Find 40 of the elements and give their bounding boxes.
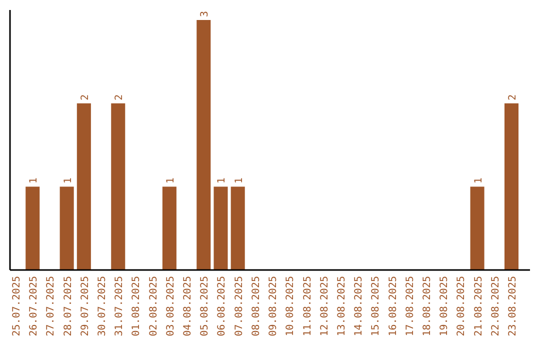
x-tick-label: 22.08.2025 [490, 276, 502, 336]
data-label: 1 [473, 178, 484, 184]
x-tick-label: 30.07.2025 [97, 276, 108, 336]
x-tick-label: 04.08.2025 [182, 276, 194, 336]
x-tick-label: 02.08.2025 [148, 276, 160, 336]
x-tick-label: 12.08.2025 [319, 276, 330, 336]
data-label: 2 [507, 94, 518, 100]
x-tick-label: 20.08.2025 [456, 276, 468, 336]
x-tick-label: 14.08.2025 [354, 276, 365, 336]
data-label: 1 [165, 178, 176, 184]
x-tick-label: 11.08.2025 [302, 276, 314, 336]
x-tick-label: 15.08.2025 [370, 276, 382, 336]
x-tick-label: 28.07.2025 [62, 276, 74, 336]
data-label: 1 [28, 178, 40, 184]
x-tick-label: 23.08.2025 [507, 276, 518, 336]
x-tick-label: 10.08.2025 [285, 276, 296, 336]
x-tick-label: 25.07.2025 [12, 276, 23, 336]
x-tick-label: 29.07.2025 [80, 276, 91, 336]
x-tick-label: 08.08.2025 [250, 276, 262, 336]
x-tick-label: 27.07.2025 [46, 276, 57, 336]
x-tick-label: 16.08.2025 [388, 276, 399, 336]
data-label: 2 [80, 94, 91, 100]
x-tick-label: 31.07.2025 [114, 276, 126, 336]
x-tick-label: 03.08.2025 [165, 276, 176, 336]
data-label: 1 [62, 178, 74, 184]
x-tick-label: 19.08.2025 [439, 276, 450, 336]
x-tick-label: 09.08.2025 [268, 276, 280, 336]
x-tick-label: 05.08.2025 [200, 276, 211, 336]
data-label: 2 [114, 94, 126, 100]
data-label: 1 [216, 178, 228, 184]
x-tick-label: 06.08.2025 [216, 276, 228, 336]
x-tick-label: 18.08.2025 [422, 276, 433, 336]
x-tick-label: 01.08.2025 [131, 276, 142, 336]
x-tick-label: 21.08.2025 [473, 276, 484, 336]
data-label: 3 [200, 10, 211, 17]
x-tick-label: 17.08.2025 [404, 276, 416, 336]
x-tick-label: 26.07.2025 [28, 276, 40, 336]
x-tick-label: 13.08.2025 [336, 276, 348, 336]
x-tick-label: 07.08.2025 [234, 276, 245, 336]
data-label: 1 [234, 178, 245, 184]
